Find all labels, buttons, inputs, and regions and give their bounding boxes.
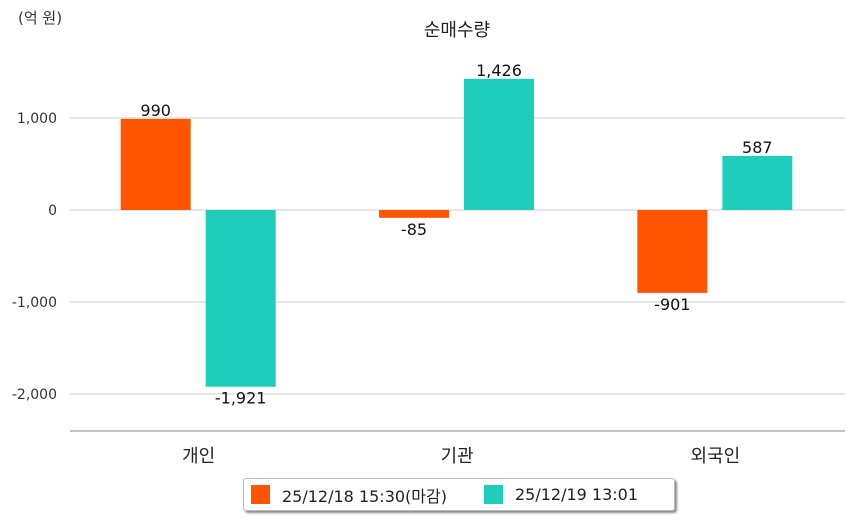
data-label: 1,426 <box>476 61 522 80</box>
data-label: -901 <box>654 295 690 314</box>
legend-label-series-1: 25/12/18 15:30(마감) <box>282 486 447 506</box>
x-tick-label: 개인 <box>182 446 215 467</box>
bar-1 <box>120 118 191 210</box>
legend: 25/12/18 15:30(마감) 25/12/19 13:01 <box>243 478 675 511</box>
data-label: 587 <box>742 138 773 157</box>
legend-item-series-2[interactable]: 25/12/19 13:01 <box>483 485 639 504</box>
y-tick-label: -2,000 <box>12 387 57 403</box>
bar-2 <box>205 210 276 387</box>
data-label: -85 <box>401 220 427 239</box>
legend-swatch-series-1 <box>251 485 270 504</box>
y-tick-label: 1,000 <box>17 111 57 127</box>
unit-label: (억 원) <box>18 9 62 27</box>
bar-2 <box>722 155 793 210</box>
legend-swatch-series-2 <box>483 485 503 504</box>
legend-label-series-2: 25/12/19 13:01 <box>514 485 639 504</box>
x-tick-label: 기관 <box>440 446 473 467</box>
bar-2 <box>464 78 534 210</box>
x-tick-label: 외국인 <box>690 446 740 467</box>
y-tick-label: 0 <box>48 203 57 219</box>
bar-1 <box>637 210 708 293</box>
data-label: 990 <box>140 101 171 120</box>
data-label: -1,921 <box>215 389 267 408</box>
chart-title: 순매수량 <box>424 20 490 41</box>
y-tick-label: -1,000 <box>12 295 57 311</box>
bar-1 <box>379 210 449 218</box>
legend-item-series-1[interactable]: 25/12/18 15:30(마감) <box>251 483 447 507</box>
